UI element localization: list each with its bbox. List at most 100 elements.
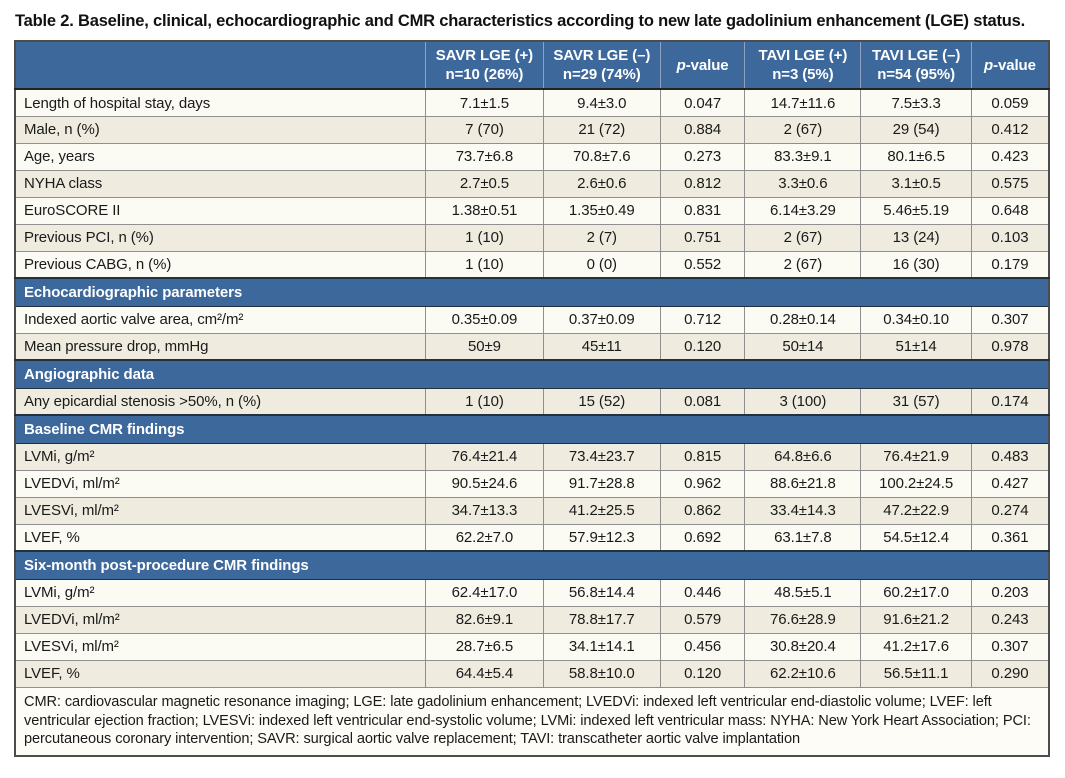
- value-cell: 3.1±0.5: [860, 169, 972, 198]
- value-cell: 3 (100): [744, 387, 862, 416]
- value-cell: 83.3±9.1: [744, 142, 862, 171]
- row-label: LVESVi, ml/m²: [14, 632, 426, 661]
- characteristics-table: SAVR LGE (+) n=10 (26%) SAVR LGE (–) n=29 (…: [14, 40, 1050, 757]
- value-cell: 47.2±22.9: [860, 496, 972, 525]
- row-label: Mean pressure drop, mmHg: [14, 332, 426, 361]
- page: Table 2. Baseline, clinical, echocardiog…: [14, 12, 1050, 757]
- value-cell: 21 (72): [542, 115, 661, 144]
- value-cell: 0.815: [659, 442, 746, 471]
- value-cell: 76.4±21.9: [860, 442, 972, 471]
- value-cell: 0.978: [970, 332, 1050, 361]
- table-row: LVEF, % 62.2±7.0 57.9±12.3 0.692 63.1±7.8 54.…: [14, 523, 1050, 552]
- table-row: LVMi, g/m² 76.4±21.4 73.4±23.7 0.815 64.8±6.…: [14, 442, 1050, 471]
- value-cell: 7.1±1.5: [425, 88, 544, 117]
- value-cell: 50±14: [744, 332, 862, 361]
- value-cell: 7 (70): [425, 115, 544, 144]
- value-cell: 0.059: [970, 88, 1050, 117]
- abbreviations-footnote: CMR: cardiovascular magnetic resonance i…: [15, 686, 1049, 756]
- value-cell: 2.7±0.5: [425, 169, 544, 198]
- pvalue-italic-p: p: [676, 56, 686, 74]
- value-cell: 45±11: [542, 332, 661, 361]
- value-cell: 30.8±20.4: [744, 632, 862, 661]
- value-cell: 1 (10): [425, 250, 544, 279]
- value-cell: 0.884: [659, 115, 746, 144]
- section-header-row: Baseline CMR findings: [15, 414, 1049, 444]
- section-header-row: Angiographic data: [15, 359, 1049, 389]
- value-cell: 60.2±17.0: [860, 578, 972, 607]
- value-cell: 0.361: [970, 523, 1050, 552]
- footnote-row: CMR: cardiovascular magnetic resonance i…: [15, 686, 1049, 756]
- value-cell: 14.7±11.6: [744, 88, 862, 117]
- column-header: TAVI LGE (–) n=54 (95%): [860, 41, 972, 91]
- value-cell: 63.1±7.8: [744, 523, 862, 552]
- column-header-line2: n=10 (26%): [445, 66, 524, 84]
- row-label: LVESVi, ml/m²: [14, 496, 426, 525]
- value-cell: 0.273: [659, 142, 746, 171]
- row-label: Age, years: [14, 142, 426, 171]
- table-footer: CMR: cardiovascular magnetic resonance i…: [15, 686, 1049, 756]
- value-cell: 0.081: [659, 387, 746, 416]
- value-cell: 76.6±28.9: [744, 605, 862, 634]
- section-header-label: Six-month post-procedure CMR findings: [15, 550, 1049, 580]
- value-cell: 0.831: [659, 196, 746, 225]
- value-cell: 0.412: [970, 115, 1050, 144]
- column-header-line1: SAVR LGE (–): [553, 47, 651, 64]
- row-label: Previous CABG, n (%): [14, 250, 426, 279]
- column-header-line2: n=29 (74%): [562, 66, 641, 84]
- value-cell: 82.6±9.1: [425, 605, 544, 634]
- table-row: LVEDVi, ml/m² 90.5±24.6 91.7±28.8 0.962 88.6…: [14, 469, 1050, 498]
- value-cell: 0.751: [659, 223, 746, 252]
- value-cell: 0 (0): [542, 250, 661, 279]
- value-cell: 31 (57): [860, 387, 972, 416]
- value-cell: 0.692: [659, 523, 746, 552]
- value-cell: 73.7±6.8: [425, 142, 544, 171]
- value-cell: 64.4±5.4: [425, 659, 544, 688]
- corner-blank-cell: [15, 41, 426, 91]
- value-cell: 91.7±28.8: [542, 469, 661, 498]
- section-header-label: Angiographic data: [15, 359, 1049, 389]
- table-row: EuroSCORE II 1.38±0.51 1.35±0.49 0.831 6.14±…: [14, 196, 1050, 225]
- value-cell: 57.9±12.3: [542, 523, 661, 552]
- row-label: LVEF, %: [14, 523, 426, 552]
- value-cell: 91.6±21.2: [860, 605, 972, 634]
- value-cell: 34.7±13.3: [425, 496, 544, 525]
- value-cell: 0.446: [659, 578, 746, 607]
- header-row: SAVR LGE (+) n=10 (26%) SAVR LGE (–) n=29 (…: [15, 41, 1049, 91]
- column-header: SAVR LGE (–) n=29 (74%): [542, 41, 661, 91]
- row-label: Length of hospital stay, days: [14, 88, 426, 117]
- row-label: Any epicardial stenosis >50%, n (%): [14, 387, 426, 416]
- table-header: SAVR LGE (+) n=10 (26%) SAVR LGE (–) n=29 (…: [15, 41, 1049, 91]
- value-cell: 0.307: [970, 632, 1050, 661]
- column-header-line2: n=54 (95%): [877, 66, 955, 84]
- value-cell: 1.38±0.51: [425, 196, 544, 225]
- value-cell: 33.4±14.3: [744, 496, 862, 525]
- pvalue-italic-p: p: [984, 56, 994, 74]
- value-cell: 0.179: [970, 250, 1050, 279]
- column-header-line2: n=3 (5%): [772, 66, 834, 84]
- value-cell: 0.962: [659, 469, 746, 498]
- section-header-label: Baseline CMR findings: [15, 414, 1049, 444]
- value-cell: 5.46±5.19: [860, 196, 972, 225]
- value-cell: 80.1±6.5: [860, 142, 972, 171]
- value-cell: 13 (24): [860, 223, 972, 252]
- value-cell: 9.4±3.0: [542, 88, 661, 117]
- value-cell: 2.6±0.6: [542, 169, 661, 198]
- value-cell: 0.552: [659, 250, 746, 279]
- table-row: Male, n (%) 7 (70) 21 (72) 0.884 2 (67) 29 (5…: [14, 115, 1050, 144]
- value-cell: 0.34±0.10: [860, 305, 972, 334]
- table-row: LVMi, g/m² 62.4±17.0 56.8±14.4 0.446 48.5±5.…: [14, 578, 1050, 607]
- table-row: LVESVi, ml/m² 34.7±13.3 41.2±25.5 0.862 33.4…: [14, 496, 1050, 525]
- column-header: SAVR LGE (+) n=10 (26%): [425, 41, 544, 91]
- table-row: Any epicardial stenosis >50%, n (%) 1 (10…: [14, 387, 1050, 416]
- value-cell: 54.5±12.4: [860, 523, 972, 552]
- value-cell: 0.37±0.09: [542, 305, 661, 334]
- value-cell: 78.8±17.7: [542, 605, 661, 634]
- value-cell: 7.5±3.3: [860, 88, 972, 117]
- row-label: Previous PCI, n (%): [14, 223, 426, 252]
- value-cell: 100.2±24.5: [860, 469, 972, 498]
- value-cell: 56.8±14.4: [542, 578, 661, 607]
- table-row: Previous PCI, n (%) 1 (10) 2 (7) 0.751 2 (67…: [14, 223, 1050, 252]
- value-cell: 1 (10): [425, 387, 544, 416]
- value-cell: 0.423: [970, 142, 1050, 171]
- value-cell: 0.812: [659, 169, 746, 198]
